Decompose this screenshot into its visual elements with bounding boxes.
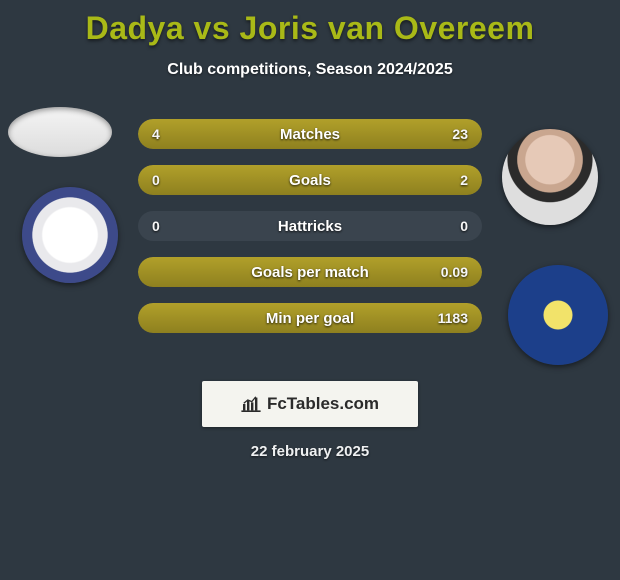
club-left-badge — [22, 187, 118, 283]
stat-value-left: 4 — [152, 119, 160, 149]
player-left-avatar — [8, 107, 112, 157]
source-logo: FcTables.com — [202, 381, 418, 427]
chart-icon — [241, 396, 261, 412]
stat-value-left: 0 — [152, 165, 160, 195]
stat-row: 0 0Hattricks — [138, 211, 482, 241]
stat-bars: 423Matches02Goals00Hattricks0.09Goals pe… — [138, 119, 482, 349]
stat-value-right: 2 — [460, 165, 468, 195]
stat-value-right: 0 — [460, 211, 468, 241]
date-label: 22 february 2025 — [0, 443, 620, 460]
stat-fill-left — [138, 119, 190, 149]
stat-row: 423Matches — [138, 119, 482, 149]
subtitle: Club competitions, Season 2024/2025 — [0, 61, 620, 79]
stat-row: 0.09Goals per match — [138, 257, 482, 287]
stat-value-right: 23 — [452, 119, 468, 149]
page-title: Dadya vs Joris van Overeem — [0, 0, 620, 47]
stat-value-left: 0 — [152, 211, 160, 241]
stat-fill-right — [138, 165, 482, 195]
stat-fill-right — [138, 257, 482, 287]
source-logo-text: FcTables.com — [267, 394, 379, 414]
stat-fill-right — [138, 303, 482, 333]
stat-row: 1183Min per goal — [138, 303, 482, 333]
player-right-avatar — [502, 129, 598, 225]
stat-value-right: 1183 — [438, 303, 468, 333]
stat-value-right: 0.09 — [441, 257, 468, 287]
stat-fill-right — [190, 119, 482, 149]
stat-row: 02Goals — [138, 165, 482, 195]
stat-label: Hattricks — [138, 211, 482, 241]
club-right-badge — [508, 265, 608, 365]
comparison-panel: 423Matches02Goals00Hattricks0.09Goals pe… — [0, 107, 620, 367]
